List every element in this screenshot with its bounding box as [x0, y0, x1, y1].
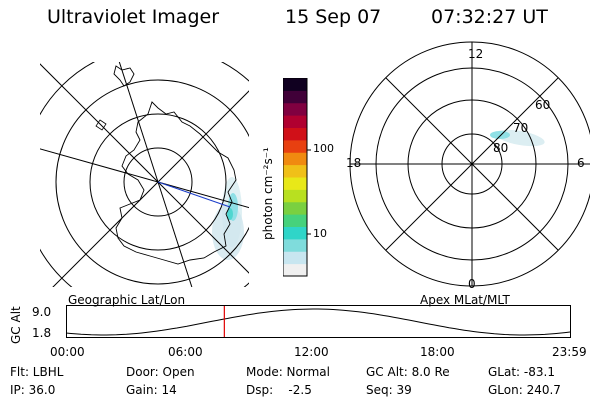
date-label: 15 Sep 07: [285, 6, 382, 28]
colorbar-step: [283, 263, 307, 277]
altitude-ytick-high: 9.0: [32, 305, 52, 319]
mlat-label-80: 80: [493, 141, 509, 155]
colorbar-step: [283, 251, 307, 265]
mlt-label-0: 0: [468, 277, 476, 291]
info-filter: Flt: LBHL: [10, 365, 64, 379]
colorbar-step: [283, 152, 307, 166]
colorbar-step: [283, 102, 307, 116]
xtick-2359: 23:59: [552, 345, 587, 359]
app-title: Ultraviolet Imager: [47, 6, 220, 28]
mlt-lines: [350, 42, 590, 286]
colorbar-step: [283, 127, 307, 141]
mlt-label-6: 6: [577, 156, 585, 170]
mlat-label-60: 60: [535, 98, 551, 112]
colorbar-step: [283, 90, 307, 104]
mlt-label-12: 12: [468, 47, 484, 61]
info-gc-alt: GC Alt: 8.0 Re: [366, 365, 450, 379]
altitude-ylabel: GC Alt: [9, 306, 23, 344]
colorbar-step: [283, 238, 307, 252]
colorbar-step: [283, 226, 307, 240]
colorbar-step: [283, 177, 307, 190]
info-glat: GLat: -83.1: [488, 365, 555, 379]
colorbar-step: [283, 164, 307, 178]
altitude-ytick-low: 1.8: [32, 326, 52, 340]
altitude-plot: [66, 305, 571, 338]
time-label: 07:32:27 UT: [431, 6, 548, 28]
mlt-label-18: 18: [346, 156, 362, 170]
xtick-1200: 12:00: [294, 345, 329, 359]
colorbar-step: [283, 78, 307, 91]
info-mode: Mode: Normal: [246, 365, 330, 379]
magnetic-polar-plot: [349, 41, 590, 287]
info-door: Door: Open: [126, 365, 195, 379]
info-gain: Gain: 14: [126, 383, 177, 397]
meridian-lines: [40, 62, 250, 287]
colorbar-step: [283, 201, 307, 215]
continent-outline: [115, 101, 237, 265]
colorbar-tick-10: 10: [313, 227, 327, 240]
colorbar-unit-label: photon cm⁻²s⁻¹: [261, 147, 275, 240]
altitude-curve: [66, 308, 571, 336]
xtick-1800: 18:00: [420, 345, 455, 359]
info-glon: GLon: 240.7: [488, 383, 561, 397]
info-ip: IP: 36.0: [10, 383, 56, 397]
colorbar-step: [283, 139, 307, 153]
geographic-map: [40, 62, 251, 287]
info-dsp: Dsp: -2.5: [246, 383, 312, 397]
apex-caption: Apex MLat/MLT: [420, 293, 510, 307]
colorbar-step: [283, 115, 307, 128]
colorbar-step: [283, 214, 307, 227]
info-seq: Seq: 39: [366, 383, 412, 397]
sun-direction-line: [157, 181, 231, 208]
colorbar-tick-100: 100: [313, 142, 334, 155]
colorbar: [283, 78, 311, 277]
latitude-circles: [40, 62, 250, 287]
colorbar-step: [283, 189, 307, 203]
mlat-label-70: 70: [513, 121, 529, 135]
geographic-caption: Geographic Lat/Lon: [68, 293, 186, 307]
xtick-0000: 00:00: [50, 345, 85, 359]
xtick-0600: 06:00: [168, 345, 203, 359]
